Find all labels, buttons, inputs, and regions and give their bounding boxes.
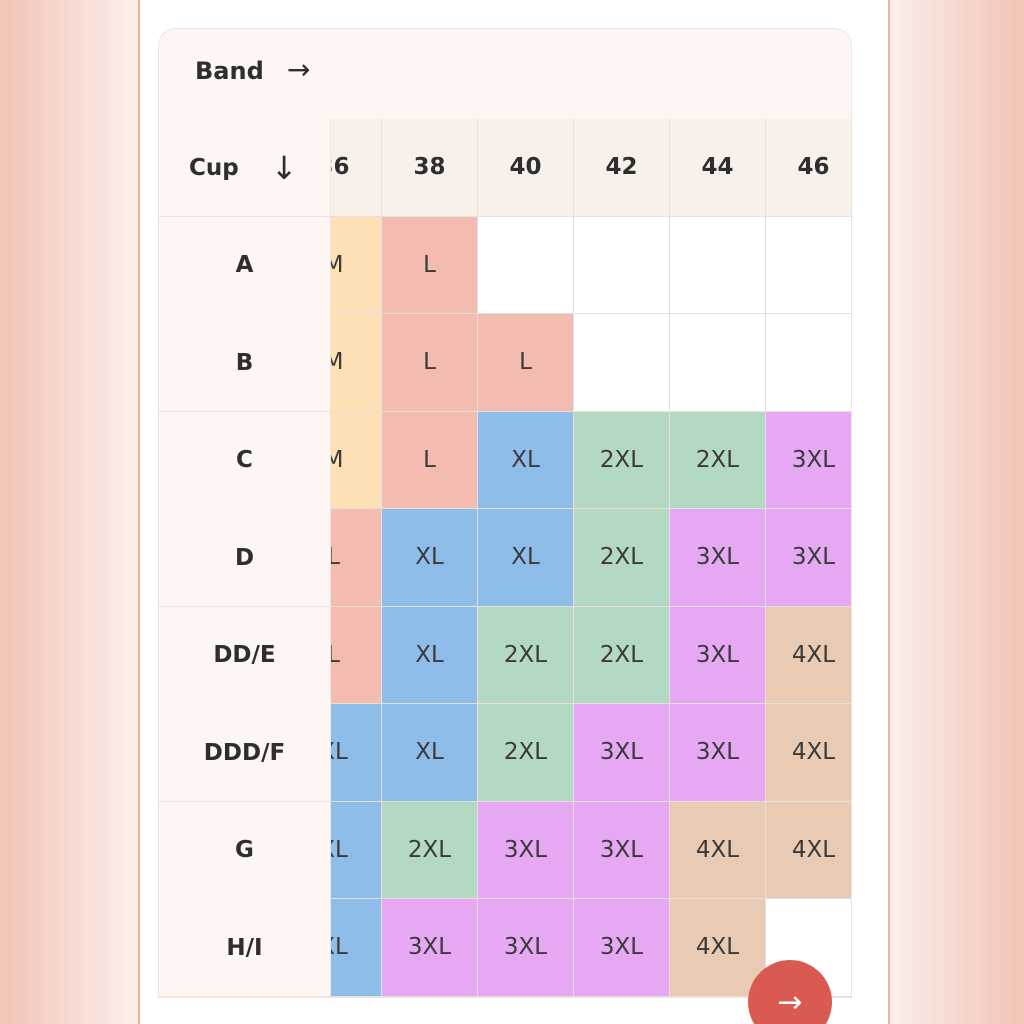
size-cell: XL [478, 509, 574, 607]
band-column-header: 36 [331, 119, 382, 217]
size-cell: 3XL [766, 411, 851, 509]
band-header: Band → [159, 29, 851, 120]
band-label: Band [195, 57, 264, 85]
size-cell: 3XL [670, 606, 766, 704]
size-cell: 2XL [574, 509, 670, 607]
size-cell: 3XL [574, 801, 670, 899]
size-cell: L [382, 216, 478, 314]
size-cell: L [331, 606, 382, 704]
cup-row-label: H/I [159, 899, 331, 997]
size-cell: M [331, 411, 382, 509]
arrow-right-icon: → [287, 53, 311, 86]
size-cell: M [331, 216, 382, 314]
cup-row-label: D [159, 509, 331, 607]
size-cell: XL [478, 411, 574, 509]
size-cell: XL [382, 704, 478, 802]
size-cell: M [331, 314, 382, 412]
size-cell: 2XL [670, 411, 766, 509]
cup-header: Cup ↓ [159, 119, 331, 217]
empty-cell [478, 216, 574, 314]
band-column-header: 38 [382, 119, 478, 217]
size-cell: 3XL [574, 899, 670, 997]
empty-cell [574, 314, 670, 412]
size-cell: 4XL [670, 899, 766, 997]
band-column-header: 40 [478, 119, 574, 217]
size-cell: L [382, 314, 478, 412]
cup-row-label: DDD/F [159, 704, 331, 802]
size-cell: 3XL [670, 509, 766, 607]
arrow-down-icon: ↓ [270, 148, 298, 187]
empty-cell [766, 314, 851, 412]
size-cell: L [382, 411, 478, 509]
band-column-header: 42 [574, 119, 670, 217]
cup-row-label: C [159, 411, 331, 510]
size-cell: 2XL [382, 801, 478, 899]
size-cell: 3XL [766, 509, 851, 607]
size-cell: 4XL [766, 606, 851, 704]
cup-label: Cup [189, 154, 239, 181]
size-cell: 3XL [478, 801, 574, 899]
size-cell: 2XL [574, 411, 670, 509]
size-cell: 3XL [478, 899, 574, 997]
next-button[interactable]: → [748, 960, 832, 1024]
table-scroll: 363840424446MLMLLMLXL2XL2XL3XLLXLXL2XL3X… [331, 119, 851, 997]
size-cell: XL [331, 704, 382, 802]
size-cell: XL [331, 899, 382, 997]
size-cell: L [331, 509, 382, 607]
size-cell: 3XL [382, 899, 478, 997]
band-column-header: 46 [766, 119, 851, 217]
size-cell: XL [331, 801, 382, 899]
empty-cell [670, 314, 766, 412]
cup-row-label: A [159, 216, 331, 315]
size-cell: 4XL [766, 801, 851, 899]
size-cell: 2XL [574, 606, 670, 704]
empty-cell [766, 216, 851, 314]
band-column-header: 44 [670, 119, 766, 217]
cup-row-label: B [159, 314, 331, 412]
cup-row-label: DD/E [159, 606, 331, 705]
size-cell: 4XL [766, 704, 851, 802]
cup-row-label: G [159, 801, 331, 900]
size-cell: 2XL [478, 606, 574, 704]
size-cell: 2XL [478, 704, 574, 802]
size-cell: L [478, 314, 574, 412]
empty-cell [574, 216, 670, 314]
size-cell: 3XL [670, 704, 766, 802]
size-cell: 3XL [574, 704, 670, 802]
empty-cell [670, 216, 766, 314]
size-cell: 4XL [670, 801, 766, 899]
size-cell: XL [382, 509, 478, 607]
size-cell: XL [382, 606, 478, 704]
